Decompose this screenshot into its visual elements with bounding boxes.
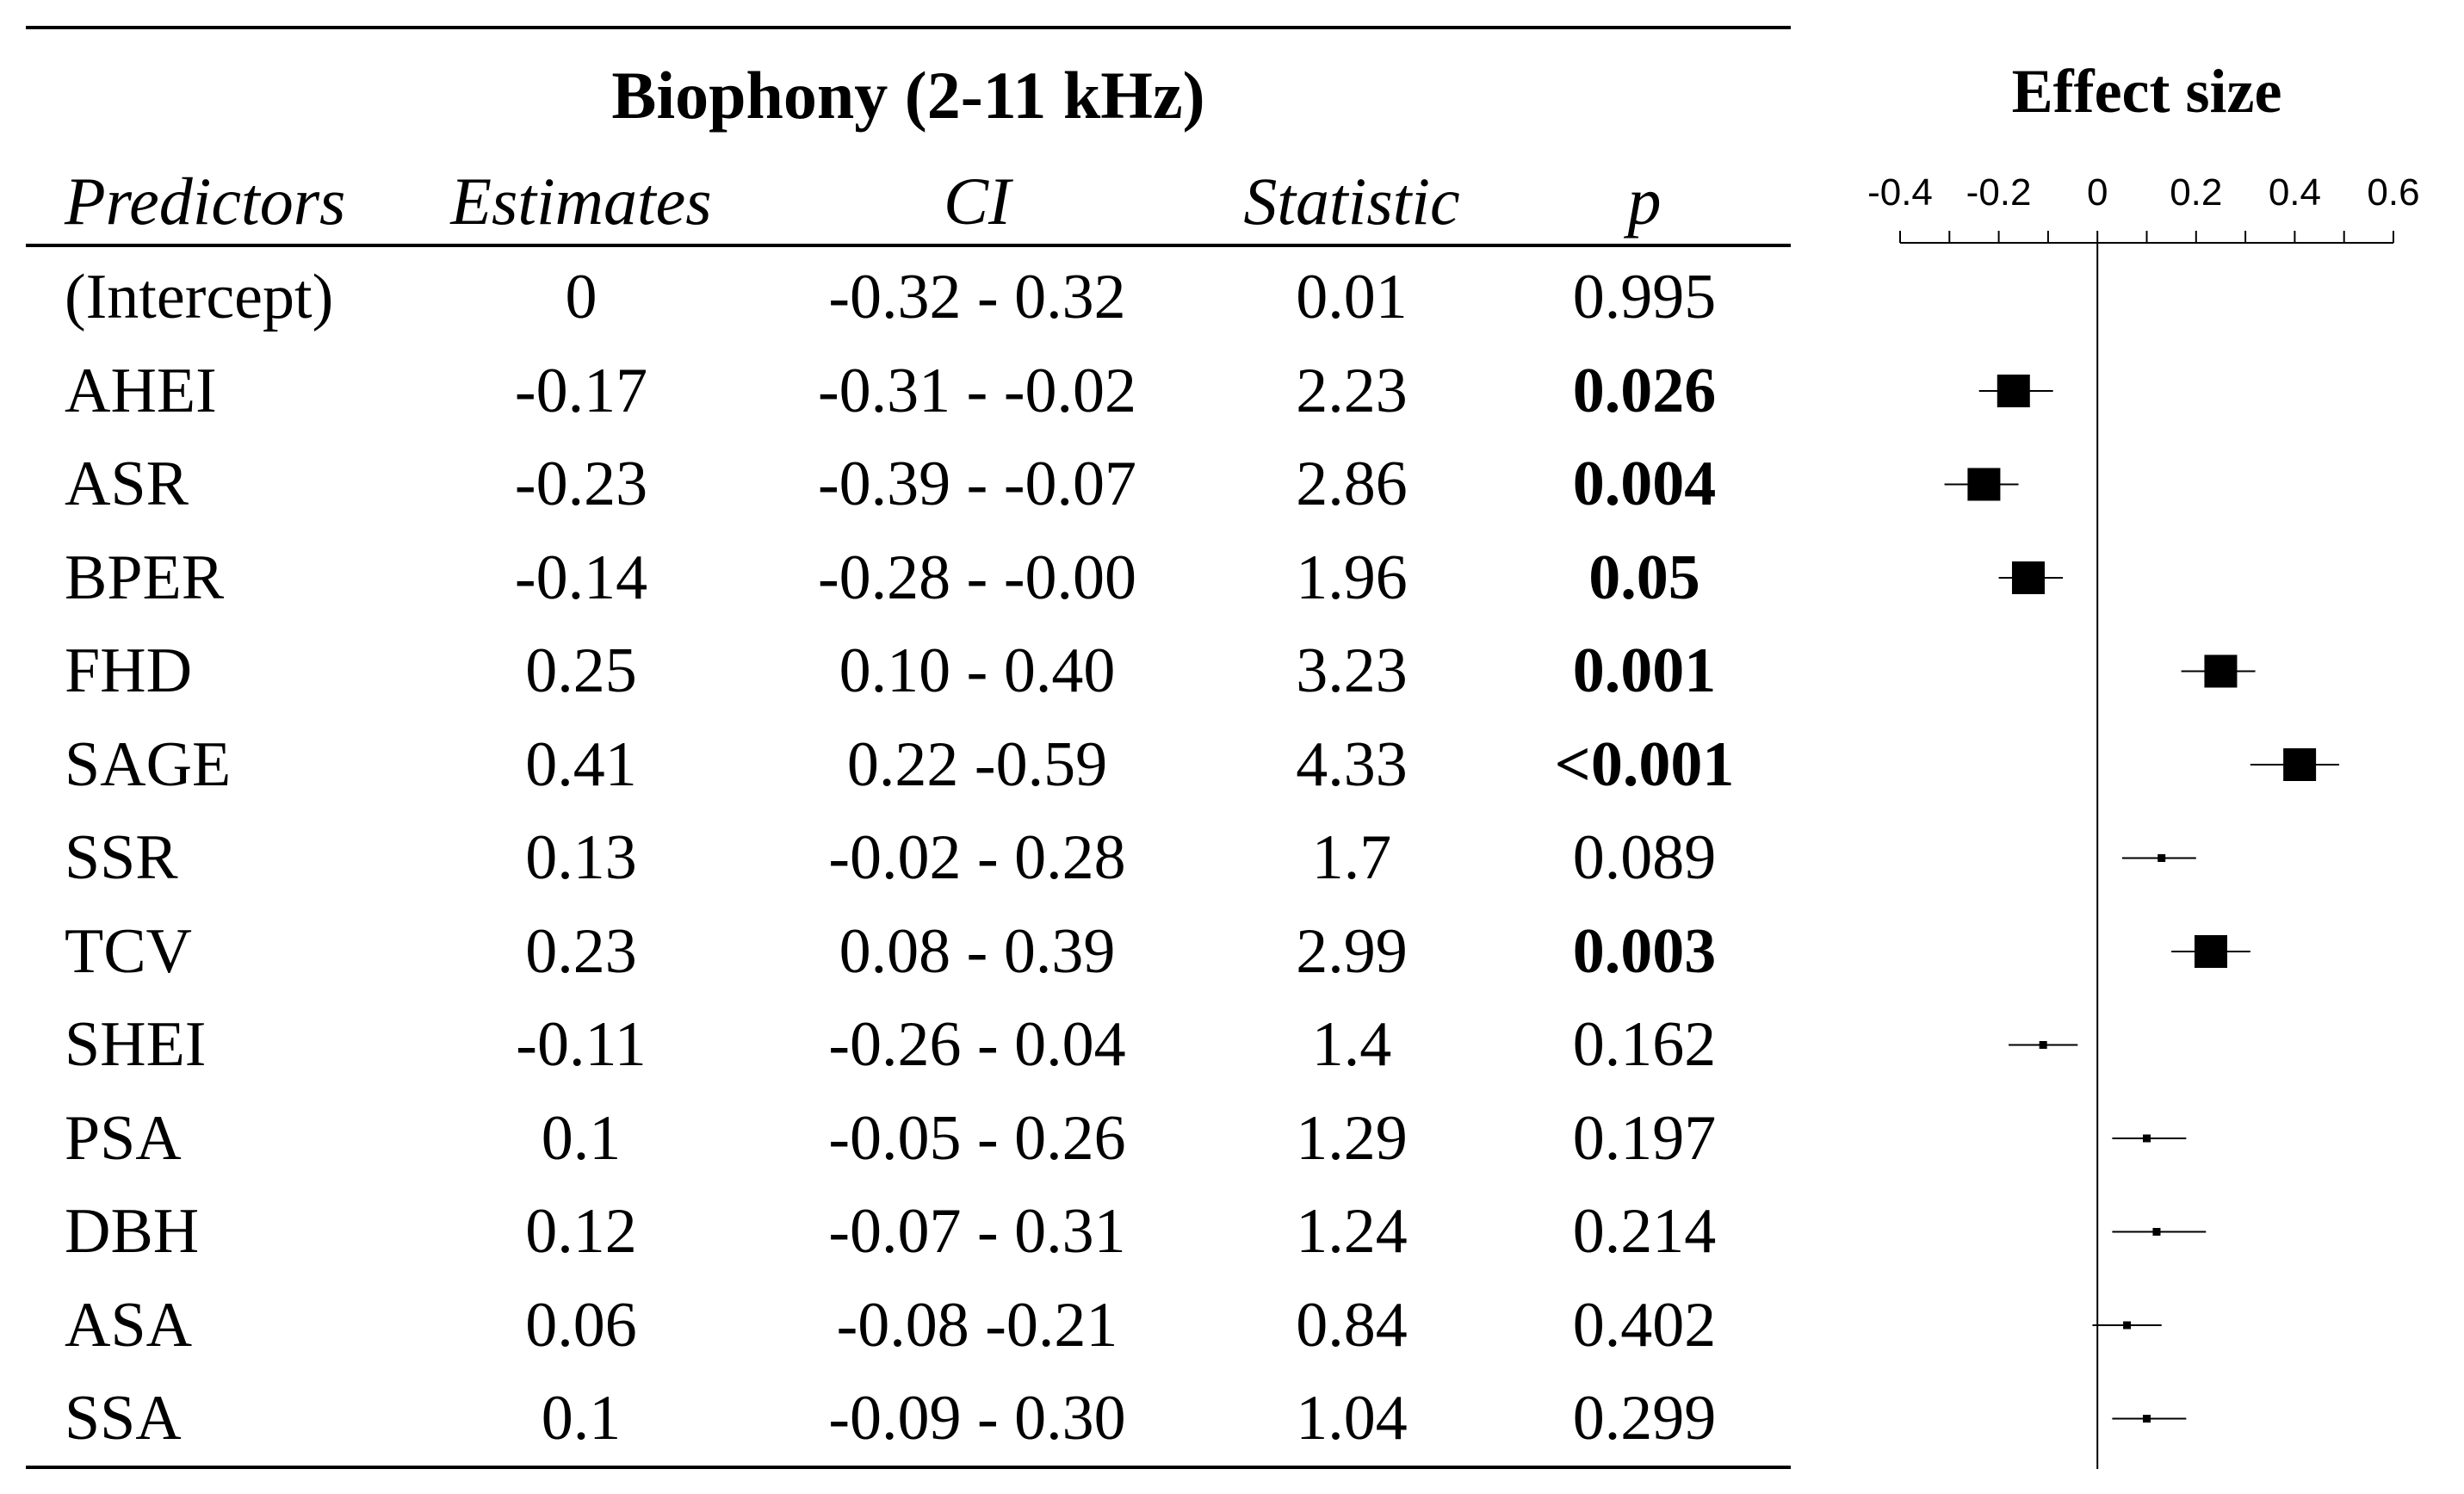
- cell-ci: -0.39 - -0.07: [818, 449, 1136, 519]
- cell-statistic: 1.96: [1296, 542, 1408, 613]
- cell-estimate: 0.25: [525, 635, 637, 706]
- cell-ci: -0.05 - 0.26: [828, 1102, 1126, 1174]
- cell-predictor: SAGE: [65, 728, 232, 800]
- cell-estimate: 0: [565, 262, 597, 332]
- cell-statistic: 0.01: [1296, 262, 1408, 332]
- cell-p: 0.004: [1572, 449, 1717, 519]
- cell-estimate: 0.1: [541, 1102, 622, 1174]
- estimate-marker-asa: [2123, 1321, 2132, 1330]
- top-rule: [26, 26, 1791, 29]
- cell-estimate: 0.12: [525, 1196, 637, 1267]
- cell-statistic: 2.23: [1296, 355, 1408, 426]
- cell-p: 0.001: [1572, 635, 1717, 706]
- table-title: Biophony (2-11 kHz): [611, 58, 1205, 133]
- estimate-marker-sage: [2283, 748, 2317, 781]
- cell-predictor: AHEI: [65, 355, 217, 426]
- header-ci: CI: [944, 164, 1011, 239]
- cell-statistic: 1.7: [1311, 822, 1392, 893]
- cell-statistic: 3.23: [1296, 635, 1408, 706]
- cell-ci: -0.31 - -0.02: [818, 355, 1136, 426]
- cell-p: 0.214: [1572, 1196, 1717, 1267]
- cell-p: <0.001: [1554, 728, 1735, 800]
- cell-estimate: -0.14: [514, 542, 648, 613]
- cell-estimate: 0.41: [525, 728, 637, 800]
- cell-estimate: 0.13: [525, 822, 637, 893]
- cell-predictor: FHD: [65, 635, 193, 706]
- cell-p: 0.995: [1572, 262, 1717, 332]
- x-tick-label: -0.4: [1867, 171, 1933, 214]
- x-tick-label: 0: [2087, 171, 2108, 214]
- estimate-marker-ssa: [2143, 1415, 2151, 1423]
- header-estimates: Estimates: [450, 164, 712, 239]
- cell-ci: -0.08 -0.21: [836, 1289, 1118, 1361]
- cell-ci: 0.22 -0.59: [846, 728, 1108, 800]
- chart-title: Effect size: [2012, 57, 2282, 126]
- cell-estimate: 0.06: [525, 1289, 637, 1361]
- cell-predictor: BPER: [65, 542, 225, 613]
- cell-statistic: 1.24: [1296, 1196, 1408, 1267]
- cell-estimate: -0.11: [516, 1009, 647, 1080]
- cell-predictor: SSR: [65, 822, 178, 893]
- estimate-marker-dbh: [2152, 1228, 2161, 1236]
- cell-ci: -0.32 - 0.32: [828, 262, 1126, 332]
- cell-predictor: SHEI: [65, 1009, 207, 1080]
- x-tick-label: 0.6: [2367, 171, 2419, 214]
- estimate-marker-ssr: [2158, 854, 2166, 862]
- cell-ci: 0.10 - 0.40: [839, 635, 1116, 706]
- effect-size-forest-plot: Effect size -0.4 -0.2 0 0.2 0.4 0.6: [1867, 57, 2420, 1469]
- header-p: p: [1627, 164, 1662, 239]
- cell-ci: -0.07 - 0.31: [828, 1196, 1126, 1267]
- cell-predictor: DBH: [65, 1196, 200, 1267]
- cell-predictor: SSA: [65, 1383, 182, 1454]
- cell-p: 0.05: [1588, 542, 1700, 613]
- cell-ci: -0.09 - 0.30: [828, 1383, 1126, 1454]
- cell-estimate: -0.17: [514, 355, 648, 426]
- cell-predictor: PSA: [65, 1102, 182, 1174]
- results-table: Biophony (2-11 kHz) Predictors Estimates C…: [26, 26, 1791, 1469]
- estimate-marker-tcv: [2194, 935, 2227, 968]
- cell-predictor: ASA: [65, 1289, 193, 1361]
- cell-statistic: 0.84: [1296, 1289, 1408, 1361]
- cell-predictor: (Intercept): [65, 262, 334, 332]
- cell-estimate: 0.1: [541, 1383, 622, 1454]
- header-predictors: Predictors: [65, 164, 346, 239]
- cell-statistic: 1.29: [1296, 1102, 1408, 1174]
- cell-predictor: ASR: [65, 449, 189, 519]
- cell-ci: -0.02 - 0.28: [828, 822, 1126, 893]
- cell-p: 0.026: [1572, 355, 1717, 426]
- x-tick-label: 0.2: [2170, 171, 2222, 214]
- x-tick-label: -0.2: [1966, 171, 2032, 214]
- estimate-marker-asr: [1967, 468, 2001, 501]
- bottom-rule: [26, 1466, 1791, 1469]
- cell-p: 0.162: [1572, 1009, 1717, 1080]
- cell-ci: -0.28 - -0.00: [818, 542, 1136, 613]
- cell-p: 0.003: [1572, 915, 1717, 987]
- cell-predictor: TCV: [65, 915, 192, 987]
- estimate-marker-psa: [2143, 1134, 2151, 1143]
- cell-statistic: 1.04: [1296, 1383, 1408, 1454]
- header-rule: [26, 244, 1791, 247]
- cell-statistic: 4.33: [1296, 728, 1408, 800]
- cell-p: 0.402: [1572, 1289, 1717, 1361]
- cell-p: 0.089: [1572, 822, 1717, 893]
- header-statistic: Statistic: [1243, 164, 1460, 239]
- cell-estimate: 0.23: [525, 915, 637, 987]
- estimate-marker-ahei: [1997, 375, 2030, 407]
- cell-statistic: 2.99: [1296, 915, 1408, 987]
- cell-statistic: 1.4: [1311, 1009, 1392, 1080]
- cell-statistic: 2.86: [1296, 449, 1408, 519]
- estimate-marker-fhd: [2204, 654, 2238, 688]
- cell-estimate: -0.23: [514, 449, 648, 519]
- x-tick-label: 0.4: [2269, 171, 2321, 214]
- cell-ci: -0.26 - 0.04: [828, 1009, 1126, 1080]
- cell-p: 0.299: [1572, 1383, 1717, 1454]
- estimate-marker-shei: [2039, 1041, 2047, 1049]
- cell-p: 0.197: [1572, 1102, 1717, 1174]
- estimate-marker-bper: [2011, 561, 2045, 594]
- cell-ci: 0.08 - 0.39: [839, 915, 1116, 987]
